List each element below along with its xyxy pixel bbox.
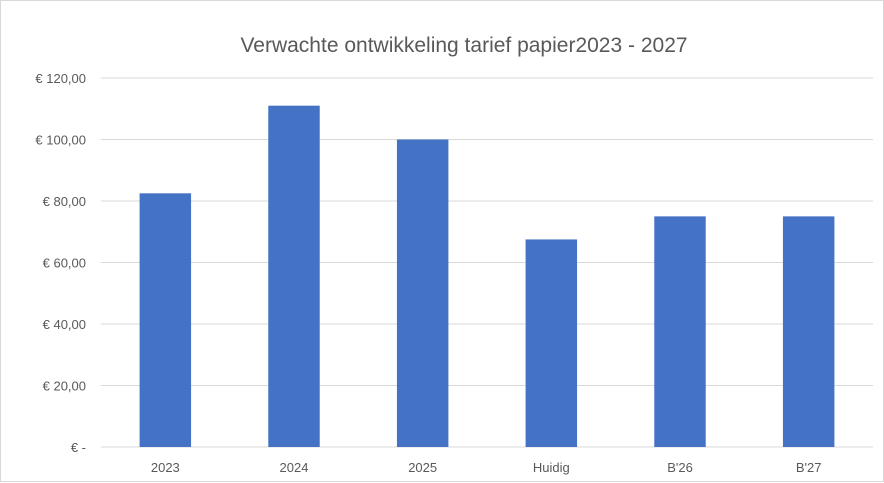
chart-title: Verwachte ontwikkeling tarief papier2023…: [240, 34, 687, 57]
y-tick-label: € 40,00: [43, 317, 86, 332]
bar-b-26: [654, 216, 706, 447]
x-axis-tick-labels: 2023 2024 2025 Huidig B'26 B'27: [151, 460, 822, 475]
x-tick-label: B'27: [796, 460, 822, 475]
x-tick-label: B'26: [667, 460, 693, 475]
bar-b-27: [782, 216, 835, 447]
y-tick-label: € -: [71, 440, 86, 455]
y-tick-label: € 120,00: [35, 71, 86, 86]
bar-huidig: [525, 239, 578, 447]
gridlines: [101, 77, 873, 448]
bars: [139, 105, 835, 448]
y-tick-label: € 20,00: [43, 379, 86, 394]
x-tick-label: Huidig: [533, 460, 570, 475]
x-tick-label: 2023: [151, 460, 180, 475]
y-tick-label: € 100,00: [35, 133, 86, 148]
bar-2023: [139, 193, 192, 447]
bar-2025: [396, 139, 449, 447]
y-tick-label: € 60,00: [43, 256, 86, 271]
x-tick-label: 2024: [280, 460, 309, 475]
y-axis-tick-labels: € - € 20,00 € 40,00 € 60,00 € 80,00 € 100,00 €…: [35, 71, 86, 455]
bar-2024: [268, 105, 320, 448]
x-tick-label: 2025: [408, 460, 437, 475]
y-tick-label: € 80,00: [43, 194, 86, 209]
